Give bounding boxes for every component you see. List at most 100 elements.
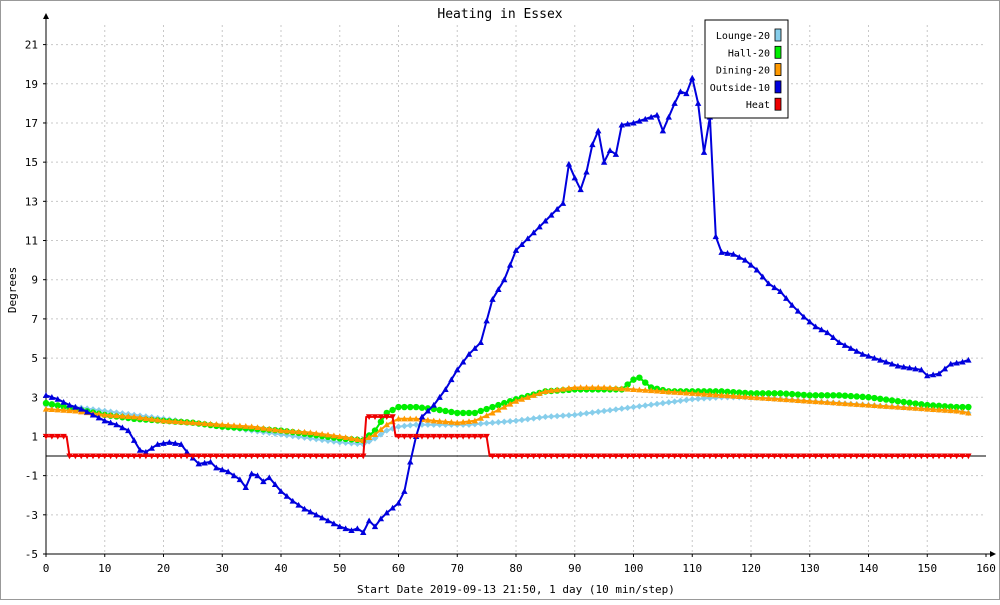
data-point	[647, 453, 655, 460]
data-point	[506, 418, 514, 425]
data-point	[577, 186, 584, 193]
data-point	[371, 523, 379, 530]
y-tick-label: 7	[31, 313, 38, 326]
data-point	[342, 453, 349, 460]
data-point	[442, 386, 449, 392]
data-point	[54, 433, 61, 440]
data-point	[736, 253, 743, 260]
data-point	[283, 453, 291, 460]
data-point	[401, 488, 408, 494]
data-point	[289, 453, 296, 460]
data-point	[642, 402, 649, 409]
data-point	[906, 404, 913, 411]
data-point	[489, 403, 496, 411]
data-point	[900, 398, 907, 406]
data-point	[553, 386, 561, 393]
data-point	[830, 453, 837, 460]
data-point	[630, 376, 637, 383]
data-point	[354, 525, 361, 532]
data-point	[630, 403, 637, 411]
data-point	[424, 421, 432, 428]
data-point	[759, 394, 766, 401]
y-tick-label: 5	[31, 352, 38, 365]
data-point	[448, 433, 455, 440]
data-point	[548, 387, 555, 394]
data-point	[747, 261, 755, 268]
data-point	[841, 453, 849, 460]
data-point	[894, 362, 902, 369]
data-point	[119, 453, 126, 460]
data-point	[683, 453, 690, 460]
data-point	[636, 386, 643, 393]
data-point	[130, 413, 138, 420]
data-point	[365, 434, 373, 440]
data-point	[877, 356, 884, 363]
data-point	[577, 384, 584, 391]
data-point	[777, 288, 784, 295]
data-point	[835, 399, 843, 406]
data-point	[718, 392, 725, 398]
data-point	[759, 390, 766, 397]
data-point	[636, 117, 643, 124]
data-point	[354, 453, 361, 460]
legend-label: Lounge-20	[716, 31, 770, 42]
legend-label: Outside-10	[710, 83, 770, 94]
data-point	[459, 433, 467, 440]
y-tick-label: 3	[31, 391, 38, 404]
data-point	[477, 420, 484, 427]
data-point	[289, 428, 296, 434]
data-point	[248, 423, 255, 430]
data-point	[377, 431, 385, 438]
data-point	[565, 385, 573, 391]
data-point	[712, 233, 719, 240]
data-point	[60, 403, 67, 410]
data-point	[365, 517, 373, 524]
data-point	[800, 453, 808, 460]
data-point	[254, 472, 261, 479]
data-point	[877, 395, 884, 403]
data-point	[465, 433, 473, 440]
data-point	[336, 433, 343, 440]
data-point	[941, 406, 949, 413]
data-point	[518, 416, 526, 424]
data-point	[101, 411, 108, 418]
data-point	[407, 458, 414, 465]
data-point	[283, 427, 291, 434]
data-point	[747, 394, 755, 400]
data-point	[853, 348, 860, 354]
data-point	[495, 406, 502, 413]
data-point	[407, 422, 414, 429]
data-point	[542, 413, 549, 421]
data-point	[935, 402, 943, 410]
data-point	[148, 416, 155, 422]
data-point	[736, 453, 743, 460]
data-point	[689, 74, 696, 81]
data-point	[924, 401, 931, 409]
data-point	[865, 352, 872, 359]
data-point	[841, 342, 849, 348]
data-point	[248, 453, 255, 460]
data-point	[172, 440, 179, 446]
data-point	[783, 396, 790, 403]
data-point	[694, 395, 702, 403]
data-point	[959, 358, 966, 365]
data-point	[501, 276, 508, 283]
data-point	[236, 476, 244, 483]
data-point	[818, 326, 825, 333]
data-point	[636, 403, 643, 410]
data-point	[518, 241, 526, 247]
legend-swatch	[774, 80, 782, 94]
data-point	[254, 453, 261, 460]
x-tick-label: 80	[509, 562, 522, 575]
data-point	[753, 266, 761, 273]
data-point	[571, 384, 578, 391]
data-point	[565, 453, 573, 460]
data-point	[407, 433, 414, 440]
data-point	[501, 399, 508, 407]
data-point	[160, 440, 167, 446]
data-point	[700, 149, 708, 155]
data-point	[277, 488, 285, 494]
data-point	[242, 423, 249, 429]
data-point	[324, 453, 332, 460]
data-point	[671, 398, 678, 405]
